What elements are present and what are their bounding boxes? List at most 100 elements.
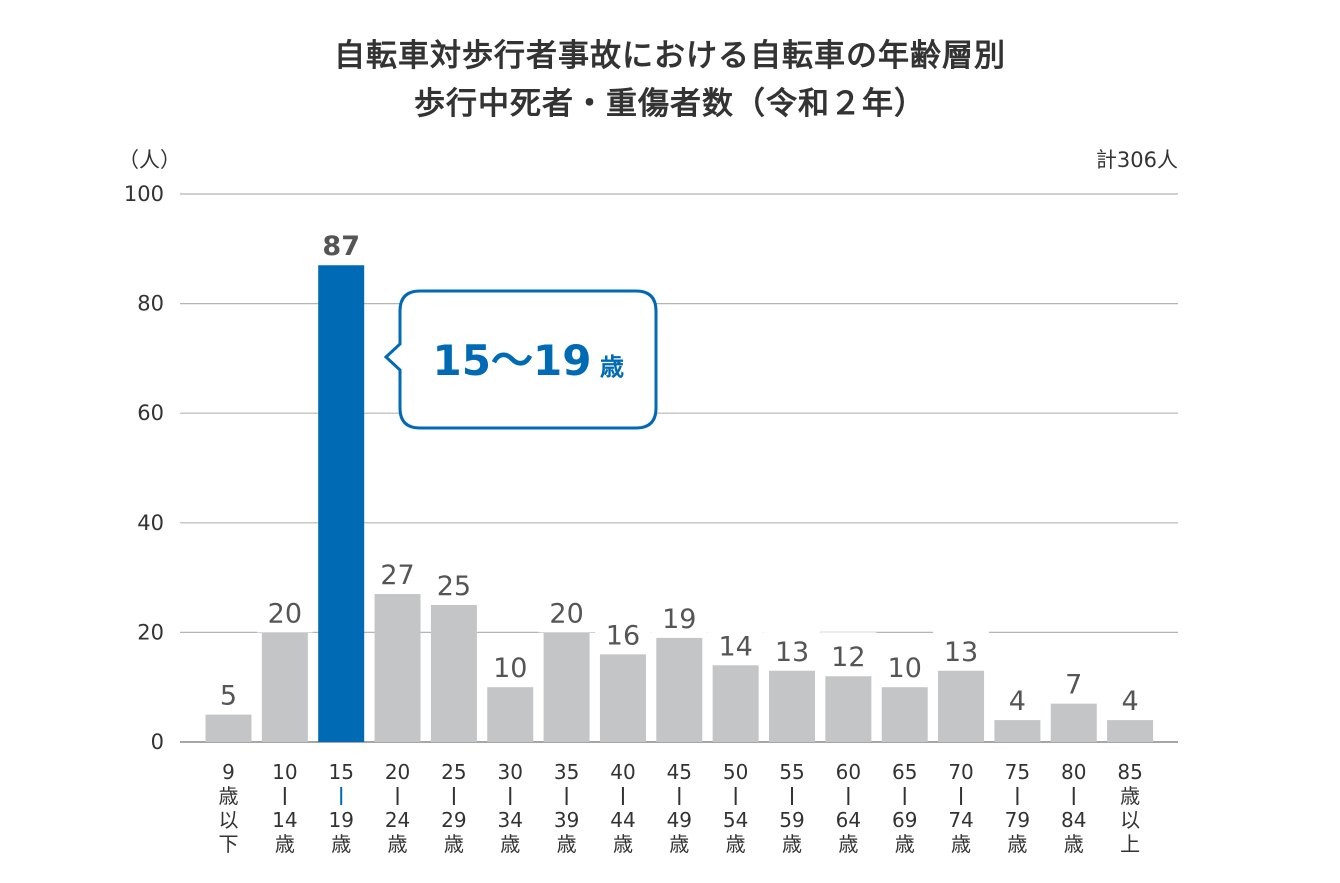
label-backdrop xyxy=(369,550,426,595)
value-labels: 5 20 87 27 25 10 20 16 19 14 13 12 10 13 4 7 4 xyxy=(220,231,1139,717)
value-label: 27 xyxy=(380,560,414,591)
bar xyxy=(825,676,872,742)
bar xyxy=(205,714,252,742)
x-tick-label: 20 xyxy=(385,760,410,784)
bar xyxy=(1050,703,1097,742)
label-backdrop xyxy=(313,221,370,266)
label-backdrop xyxy=(707,621,764,666)
bar xyxy=(994,720,1041,742)
x-tick-label: 65 xyxy=(892,760,917,784)
value-label: 13 xyxy=(775,637,809,668)
x-tick-label: 59 xyxy=(779,808,804,832)
value-label: 7 xyxy=(1065,670,1082,701)
x-tick-label: 歳 xyxy=(219,784,239,808)
x-tick-label: 35 xyxy=(554,760,579,784)
label-backdrop xyxy=(764,626,820,671)
x-tick-label: 85 xyxy=(1117,760,1142,784)
x-tick-label: 歳 xyxy=(669,832,689,856)
x-tick-label: 74 xyxy=(948,808,973,832)
y-tick-label: 60 xyxy=(137,401,164,425)
y-tick-label: 100 xyxy=(124,182,164,206)
x-tick-label: 34 xyxy=(498,808,523,832)
x-axis-labels: 9歳以下1014歳1519歳2024歳2529歳3034歳3539歳4044歳4… xyxy=(219,760,1143,856)
bar xyxy=(712,665,759,742)
chart-title-line1: 自転車対歩行者事故における自転車の年齢層別 xyxy=(334,38,1006,74)
label-backdrop xyxy=(200,670,257,715)
x-tick-label: 以 xyxy=(219,808,239,832)
x-tick-label: 24 xyxy=(385,808,410,832)
x-tick-label: 歳 xyxy=(613,832,633,856)
label-backdrop xyxy=(538,588,595,633)
label-backdrop xyxy=(594,610,651,655)
x-tick-label: 歳 xyxy=(275,832,295,856)
bar xyxy=(261,632,308,742)
x-tick-label: 歳 xyxy=(838,832,858,856)
x-tick-label: 25 xyxy=(441,760,466,784)
value-label: 10 xyxy=(888,653,922,684)
x-tick-label: 30 xyxy=(498,760,523,784)
x-tick-label: 10 xyxy=(272,760,297,784)
label-backdrop xyxy=(256,588,313,633)
value-label: 19 xyxy=(662,604,696,635)
value-label: 87 xyxy=(322,231,360,262)
bar xyxy=(487,687,534,742)
label-backdrop xyxy=(482,643,539,688)
label-backdrop xyxy=(820,632,877,677)
x-tick-label: 60 xyxy=(836,760,861,784)
label-backdrop xyxy=(1102,676,1159,721)
x-tick-label: 歳 xyxy=(1007,832,1027,856)
bar xyxy=(769,670,815,742)
x-tick-label: 歳 xyxy=(500,832,520,856)
value-label: 20 xyxy=(268,598,302,629)
x-tick-label: 44 xyxy=(610,808,635,832)
x-tick-label: 歳 xyxy=(782,832,802,856)
x-tick-label: 歳 xyxy=(444,832,464,856)
y-axis-unit-label: （人） xyxy=(118,148,181,172)
x-tick-label: 54 xyxy=(723,808,748,832)
value-label: 16 xyxy=(606,620,640,651)
x-tick-label: 64 xyxy=(836,808,861,832)
x-tick-label: 84 xyxy=(1061,808,1086,832)
bar xyxy=(938,670,985,742)
value-label: 10 xyxy=(493,653,527,684)
x-tick-label: 19 xyxy=(328,808,353,832)
bar xyxy=(430,605,477,742)
label-backdrop xyxy=(933,626,990,671)
label-backdrop xyxy=(1045,659,1102,704)
x-tick-label: 歳 xyxy=(726,832,746,856)
bar xyxy=(374,594,421,742)
y-tick-label: 40 xyxy=(137,511,164,535)
callout-bubble xyxy=(383,289,658,430)
x-tick-label: 下 xyxy=(219,832,239,856)
x-tick-label: 79 xyxy=(1005,808,1030,832)
x-tick-label: 15 xyxy=(328,760,353,784)
x-tick-label: 80 xyxy=(1061,760,1086,784)
bar xyxy=(599,654,646,742)
label-backdrop xyxy=(876,643,933,688)
x-tick-label: 14 xyxy=(272,808,297,832)
bar-highlight xyxy=(318,265,365,742)
x-tick-label: 49 xyxy=(667,808,692,832)
value-label: 13 xyxy=(944,637,978,668)
x-tick-label: 45 xyxy=(667,760,692,784)
y-axis-ticks: 0 20 40 60 80 100 xyxy=(124,182,164,754)
bar xyxy=(881,687,928,742)
value-label: 4 xyxy=(1122,686,1139,717)
x-tick-label: 69 xyxy=(892,808,917,832)
value-label: 25 xyxy=(437,571,471,602)
x-tick-label: 29 xyxy=(441,808,466,832)
x-tick-label: 歳 xyxy=(951,832,971,856)
x-tick-label: 歳 xyxy=(388,832,408,856)
x-tick-label: 上 xyxy=(1120,832,1140,856)
value-label: 12 xyxy=(831,642,865,673)
y-tick-label: 80 xyxy=(137,292,164,316)
value-label: 4 xyxy=(1009,686,1026,717)
callout-suffix: 歳 xyxy=(600,353,624,381)
bar xyxy=(656,637,703,742)
x-tick-label: 55 xyxy=(779,760,804,784)
label-backdrop xyxy=(989,676,1046,721)
chart-title-line2: 歩行中死者・重傷者数（令和２年） xyxy=(414,86,926,122)
bar xyxy=(1107,720,1154,742)
x-tick-label: 歳 xyxy=(1064,832,1084,856)
